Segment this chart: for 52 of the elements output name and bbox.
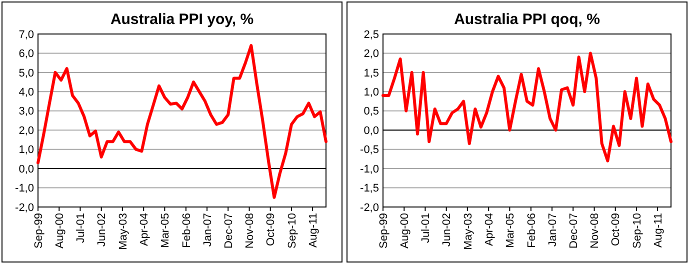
x-tick-label: Jun-02 (96, 213, 108, 247)
y-tick-label: 1,5 (364, 67, 379, 80)
chart-title: Australia PPI qoq, % (454, 11, 600, 28)
x-tick-label: Sep-99 (32, 213, 45, 248)
x-tick-label: Sep-99 (378, 213, 390, 248)
x-tick-label: Mar-05 (160, 213, 172, 248)
x-tick-label: Aug-11 (307, 213, 320, 248)
y-tick-label: -1,5 (360, 182, 379, 195)
y-tick-label: -0,5 (360, 144, 379, 156)
x-tick-label: Apr-04 (483, 213, 496, 246)
y-tick-label: 7,0 (18, 28, 34, 41)
x-tick-label: Dec-07 (222, 213, 235, 248)
x-tick-label: Aug-00 (54, 213, 66, 248)
x-tick-label: Jun-02 (441, 213, 454, 247)
y-tick-label: 0,0 (364, 124, 379, 137)
y-tick-label: 0,5 (364, 106, 379, 118)
y-tick-label: 3,0 (18, 106, 34, 118)
x-tick-label: Jul-01 (420, 213, 432, 243)
x-tick-label: Nov-08 (244, 213, 256, 248)
x-tick-label: Mar-05 (504, 213, 517, 248)
line-series (382, 52, 672, 162)
x-tick-label: May-03 (462, 213, 474, 250)
x-tick-label: Sep-10 (286, 213, 298, 248)
x-tick-label: Nov-08 (589, 213, 602, 248)
y-tick-label: -2,0 (15, 202, 34, 214)
y-tick-label: 2,0 (364, 48, 379, 60)
chart-title: Australia PPI yoy, % (110, 11, 254, 28)
x-tick-label: Jul-01 (75, 213, 88, 243)
x-tick-label: Aug-11 (652, 213, 664, 248)
x-tick-label: Apr-04 (138, 213, 150, 246)
y-tick-label: 1,0 (18, 144, 34, 156)
y-tick-label: -2,0 (360, 202, 379, 214)
y-tick-label: -1,0 (15, 182, 34, 195)
line-series (36, 44, 328, 199)
x-tick-label: Jan-07 (546, 213, 559, 247)
x-tick-label: Aug-00 (398, 213, 411, 248)
y-tick-label: 4,0 (18, 86, 34, 99)
y-tick-label: 5,0 (18, 67, 34, 80)
x-tick-label: Sep-10 (631, 213, 644, 248)
x-tick-label: May-03 (117, 213, 130, 250)
y-tick-label: 1,0 (364, 86, 379, 99)
x-tick-label: Oct-09 (610, 213, 622, 246)
x-tick-label: Feb-06 (180, 213, 193, 248)
y-tick-label: 2,5 (364, 28, 379, 41)
x-tick-label: Feb-06 (526, 213, 538, 248)
x-tick-label: Dec-07 (568, 213, 580, 248)
x-tick-label: Jan-07 (202, 213, 214, 247)
y-tick-label: -1,0 (360, 163, 379, 176)
y-tick-label: 2,0 (18, 124, 34, 137)
y-tick-label: 6,0 (18, 48, 34, 60)
x-tick-label: Oct-09 (265, 213, 278, 246)
y-tick-label: 0,0 (18, 163, 34, 176)
